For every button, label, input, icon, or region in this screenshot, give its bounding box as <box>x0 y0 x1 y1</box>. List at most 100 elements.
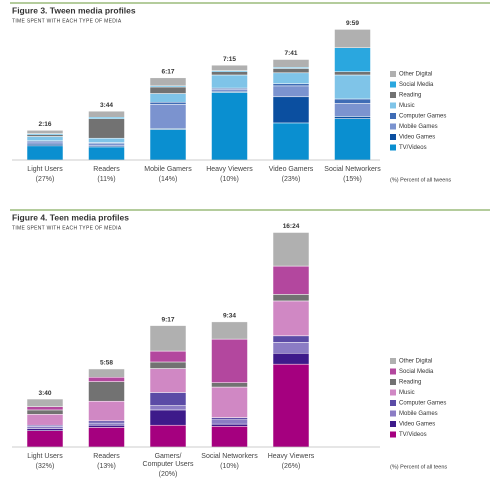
bar-segment <box>149 392 187 406</box>
chart-subtitle: TIME SPENT WITH EACH TYPE OF MEDIA <box>12 18 122 24</box>
bar-segment <box>26 426 64 429</box>
bar-segment <box>26 134 64 137</box>
bar-segment <box>149 325 187 352</box>
bar-segment <box>211 92 248 161</box>
bar-segment <box>149 101 187 105</box>
share-label: (27%) <box>35 176 55 183</box>
legend-label: Computer Games <box>399 114 446 120</box>
bar-segment <box>211 417 248 421</box>
bar-segment <box>26 428 64 431</box>
category-label: Light Users <box>27 166 63 173</box>
bar-segment <box>26 430 64 448</box>
legend-label: Social Media <box>399 82 434 88</box>
bar-segment <box>272 83 310 87</box>
bar-segment <box>88 143 125 147</box>
bar-segment <box>149 424 187 448</box>
total-label: 16:24 <box>283 223 300 230</box>
bar-segment <box>272 59 310 68</box>
legend-label: Mobile Games <box>399 411 438 417</box>
bar-segment <box>26 398 64 407</box>
bar-segment <box>211 338 248 383</box>
share-label: (23%) <box>281 176 301 183</box>
legend-label: TV/Videos <box>399 432 427 438</box>
category-label: Video Gamers <box>268 166 314 173</box>
bar-segment <box>26 130 64 134</box>
share-label: (13%) <box>97 463 116 470</box>
category-label: Readers <box>93 166 120 173</box>
legend-label: Mobile Games <box>399 124 438 130</box>
chart-subtitle: TIME SPENT WITH EACH TYPE OF MEDIA <box>12 225 122 231</box>
bar-segment <box>26 136 64 142</box>
bar-segment <box>272 363 310 448</box>
bar-segment <box>211 382 248 388</box>
legend-swatch <box>390 123 396 130</box>
bar-segment <box>88 400 125 422</box>
bar-segment <box>334 29 371 48</box>
legend-label: Reading <box>399 380 421 386</box>
note: (%) Percent of all teens <box>390 464 447 470</box>
share-label: (20%) <box>158 471 178 478</box>
bar-segment <box>26 414 64 426</box>
bar-segment <box>211 74 248 89</box>
total-label: 2:16 <box>38 121 51 128</box>
bar-segment <box>272 68 310 74</box>
bar-segment <box>88 420 125 424</box>
bar-segment <box>149 86 187 94</box>
category-label: Heavy Viewers <box>267 453 315 460</box>
bar-segment <box>149 77 187 87</box>
bar-segment <box>149 405 187 411</box>
total-label: 9:34 <box>223 313 236 320</box>
bar-segment <box>334 116 371 119</box>
bar-segment <box>88 376 125 382</box>
category-label: Light Users <box>27 453 63 460</box>
bar-segment <box>149 361 187 369</box>
bar-segment <box>149 93 187 103</box>
chart-title: Figure 4. Teen media profiles <box>12 212 129 222</box>
legend-swatch <box>390 431 396 438</box>
bar-segment <box>88 381 125 402</box>
legend-label: Other Digital <box>399 359 432 365</box>
legend-swatch <box>390 134 396 140</box>
bar-segment <box>334 71 371 76</box>
total-label: 3:40 <box>38 390 51 397</box>
legend-swatch <box>390 421 396 427</box>
legend-swatch <box>390 379 396 385</box>
total-label: 7:41 <box>284 50 297 57</box>
share-label: (26%) <box>281 463 301 470</box>
bar-segment <box>88 110 125 118</box>
bar-segment <box>88 368 125 378</box>
bar-segment <box>149 409 187 426</box>
category-label: Heavy Viewers <box>206 166 253 173</box>
category-label: Social Networkers <box>324 166 381 173</box>
share-label: (32%) <box>35 463 55 470</box>
bar-segment <box>149 350 187 363</box>
share-label: (14%) <box>158 176 178 183</box>
legend-label: Music <box>399 103 415 109</box>
note: (%) Percent of all tweens <box>390 177 451 183</box>
bar-segment <box>211 64 248 71</box>
legend-label: Computer Games <box>399 401 446 407</box>
bar-segment <box>149 368 187 393</box>
legend-swatch <box>390 81 396 88</box>
bar-segment <box>26 145 64 161</box>
category-label: Gamers/ Computer Users <box>142 453 194 468</box>
bar-segment <box>272 265 310 295</box>
total-label: 5:58 <box>100 360 113 367</box>
bar-segment <box>334 103 371 117</box>
bar-segment <box>272 294 310 302</box>
bar-segment <box>272 300 310 337</box>
bar-segment <box>272 232 310 267</box>
chart-title: Figure 3. Tween media profiles <box>12 5 136 15</box>
bar-segment <box>211 321 248 340</box>
bar-segment <box>272 353 310 365</box>
bar-segment <box>334 118 371 161</box>
bar-segment <box>272 342 310 354</box>
legend-label: Reading <box>399 93 421 99</box>
bar-segment <box>334 98 371 104</box>
bar-segment <box>26 141 64 145</box>
bar-segment <box>88 424 125 428</box>
bar-segment <box>211 419 248 425</box>
share-label: (11%) <box>97 176 116 183</box>
